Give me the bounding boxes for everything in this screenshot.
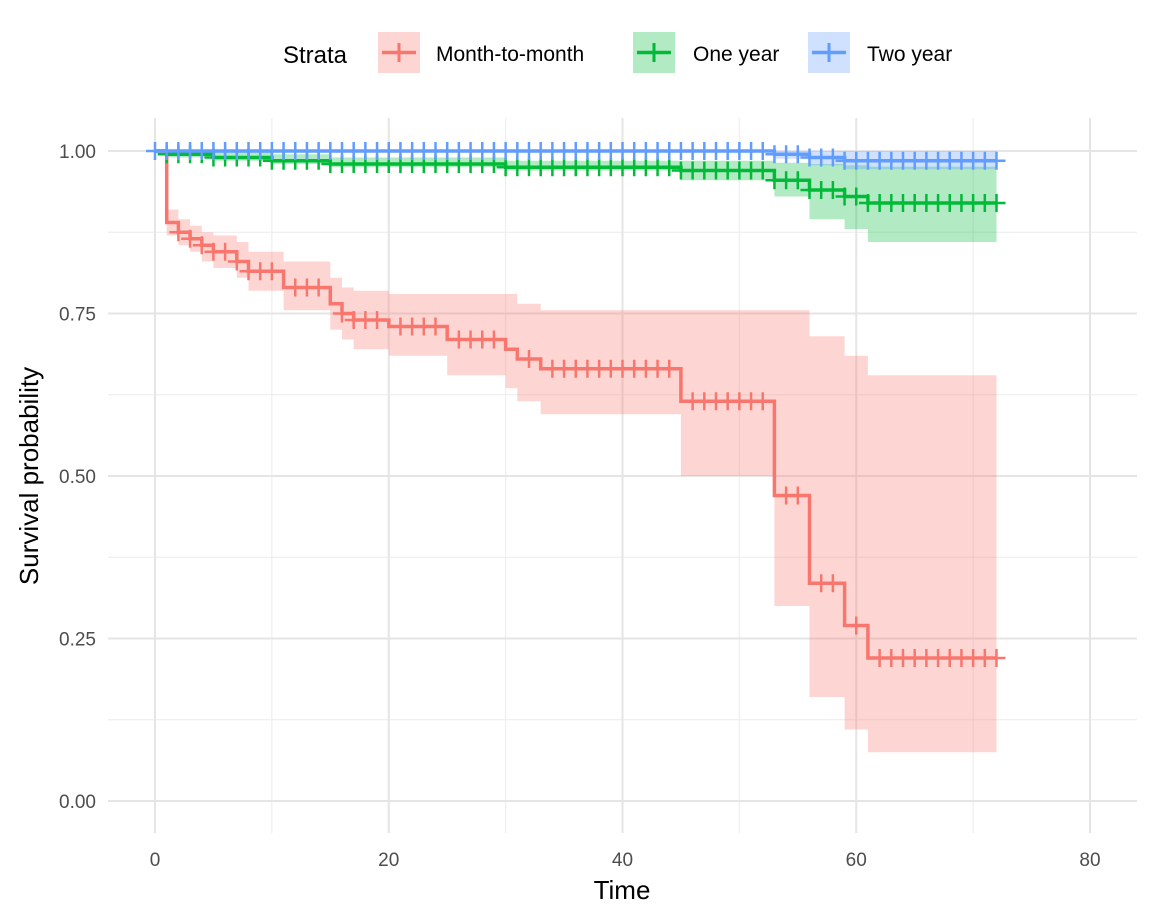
confidence-bands <box>155 151 997 753</box>
censor-mark-month-to-month <box>368 311 387 329</box>
censor-mark-month-to-month <box>484 330 503 349</box>
legend-label-one-year: One year <box>693 43 779 66</box>
legend: Strata Month-to-month One year Two year <box>283 32 952 73</box>
censor-mark-one-year <box>847 187 866 206</box>
censor-mark-month-to-month <box>333 304 351 323</box>
censor-mark-month-to-month <box>788 486 807 505</box>
x-tick-label: 0 <box>150 850 161 871</box>
censor-mark-month-to-month <box>823 574 842 593</box>
y-tick-label: 1.00 <box>59 142 96 163</box>
censor-mark-month-to-month <box>181 229 200 248</box>
censor-mark-month-to-month <box>426 317 445 336</box>
censor-mark-month-to-month <box>216 242 235 261</box>
censor-mark-month-to-month <box>169 223 188 242</box>
x-tick-label: 60 <box>846 850 867 871</box>
censor-mark-one-year <box>660 158 679 177</box>
censor-mark-month-to-month <box>753 392 772 411</box>
censor-mark-month-to-month <box>660 359 679 378</box>
y-axis-ticks: 0.00 0.25 0.50 0.75 1.00 <box>59 142 96 813</box>
y-tick-label: 0.50 <box>59 467 96 488</box>
x-axis-title: Time <box>594 875 651 905</box>
y-tick-label: 0.75 <box>59 305 96 326</box>
x-axis-ticks: 0 20 40 60 80 <box>150 850 1101 871</box>
censor-mark-month-to-month <box>847 616 866 635</box>
censor-mark-one-year <box>788 171 807 190</box>
censor-mark-month-to-month <box>309 278 328 297</box>
y-axis-title: Survival probability <box>14 367 44 585</box>
censor-mark-month-to-month <box>262 262 281 281</box>
censor-mark-month-to-month <box>987 649 1006 667</box>
censor-mark-two-year <box>753 142 772 160</box>
censor-mark-two-year <box>823 148 842 167</box>
censor-mark-month-to-month <box>520 350 538 368</box>
y-tick-label: 0.25 <box>59 630 96 651</box>
legend-label-two-year: Two year <box>867 43 952 66</box>
legend-title: Strata <box>283 42 348 69</box>
censor-marks <box>146 142 1006 667</box>
grid <box>108 118 1137 833</box>
x-tick-label: 20 <box>378 850 399 871</box>
y-tick-label: 0.00 <box>59 792 96 813</box>
x-tick-label: 40 <box>612 850 633 871</box>
legend-label-month-to-month: Month-to-month <box>436 43 584 66</box>
legend-item-two-year: Two year <box>808 32 952 73</box>
censor-mark-one-year <box>823 181 842 199</box>
legend-item-month-to-month: Month-to-month <box>378 32 584 73</box>
censor-mark-two-year <box>788 145 807 164</box>
censor-mark-two-year <box>987 151 1006 170</box>
censor-mark-one-year <box>753 161 772 180</box>
censor-mark-one-year <box>987 194 1006 212</box>
censor-mark-month-to-month <box>227 252 246 271</box>
censor-mark-month-to-month <box>192 236 211 255</box>
x-tick-label: 80 <box>1079 850 1100 871</box>
ci-band-month-to-month <box>155 151 997 753</box>
legend-item-one-year: One year <box>633 32 779 73</box>
